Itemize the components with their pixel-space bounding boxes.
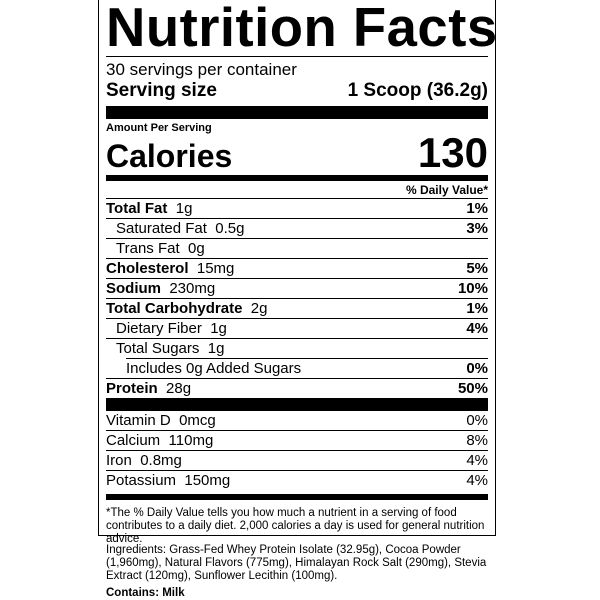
nutrient-row: Total Carbohydrate 2g 1% — [106, 298, 488, 317]
serving-size-value: 1 Scoop (36.2g) — [347, 80, 488, 101]
medium-divider — [106, 175, 488, 181]
vitamin-row: Calcium 110mg 8% — [106, 430, 488, 449]
nutrient-row: Protein 28g 50% — [106, 378, 488, 397]
allergen-statement: Contains: Milk — [106, 587, 185, 599]
nutrient-row: Trans Fat 0g — [106, 238, 488, 258]
serving-size: Serving size 1 Scoop (36.2g) — [106, 80, 488, 102]
nutrient-row: Total Sugars 1g — [106, 338, 488, 358]
panel-title: Nutrition Facts — [106, 0, 498, 58]
footnote: *The % Daily Value tells you how much a … — [106, 507, 485, 545]
thick-divider — [106, 398, 488, 411]
nutrient-row: Sodium 230mg 10% — [106, 278, 488, 297]
nutrient-row: Includes 0g Added Sugars 0% — [126, 360, 488, 377]
thick-divider — [106, 106, 488, 119]
vitamin-row: Iron 0.8mg 4% — [106, 450, 488, 469]
amount-per-serving: Amount Per Serving — [106, 122, 212, 134]
vitamin-row: Potassium 150mg 4% — [106, 470, 488, 489]
nutrient-row: Dietary Fiber 1g 4% — [106, 318, 488, 338]
nutrient-row: Saturated Fat 0.5g 3% — [106, 218, 488, 238]
medium-divider — [106, 494, 488, 500]
nutrition-facts-panel: Nutrition Facts 30 servings per containe… — [98, 0, 498, 545]
nutrient-row: Total Fat 1g 1% — [106, 198, 488, 217]
divider — [106, 56, 488, 57]
vitamin-row: Vitamin D 0mcg 0% — [106, 412, 488, 429]
serving-size-label: Serving size — [106, 80, 217, 101]
nutrient-row: Cholesterol 15mg 5% — [106, 258, 488, 277]
calories-label: Calories — [106, 138, 233, 174]
daily-value-header: % Daily Value* — [405, 183, 488, 197]
calories-row: Calories 130 — [106, 129, 488, 176]
servings-per-container: 30 servings per container — [106, 60, 297, 79]
ingredients: Ingredients: Grass-Fed Whey Protein Isol… — [106, 544, 487, 582]
calories-value: 130 — [417, 129, 488, 176]
